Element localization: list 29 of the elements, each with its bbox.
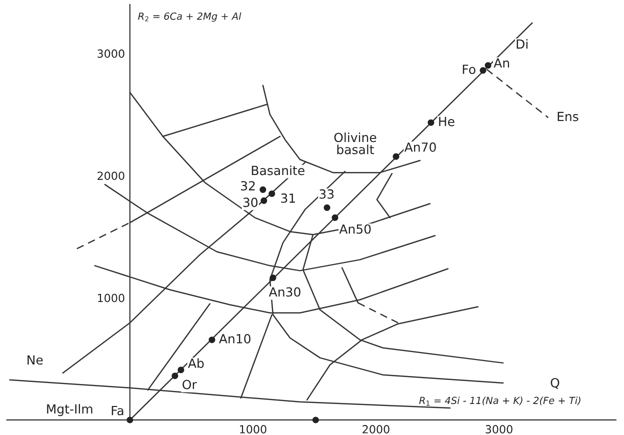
annotation: Olivine basalt bbox=[334, 132, 376, 154]
annotation: Ens bbox=[558, 112, 578, 122]
x-axis-title: R$_{1}$ = 4Si - 11(Na + K) - 2(Fe + Ti) bbox=[419, 396, 580, 406]
annotation: 32 bbox=[241, 181, 255, 191]
annotation: An bbox=[494, 58, 510, 68]
annotation: 33 bbox=[320, 189, 334, 199]
annotation: Fo bbox=[462, 64, 476, 74]
annotation: Q bbox=[550, 378, 560, 389]
annotation: Ab bbox=[188, 358, 204, 368]
y-tick-label: 1000 bbox=[98, 294, 124, 302]
y-tick-label: 2000 bbox=[98, 172, 124, 180]
annotation: An50 bbox=[339, 224, 371, 234]
x-tick-label: 2000 bbox=[362, 425, 390, 434]
x-tick-label: 3000 bbox=[486, 425, 512, 434]
annotation: Basanite bbox=[252, 166, 304, 176]
annotation: 31 bbox=[281, 193, 295, 203]
annotation: An30 bbox=[268, 287, 300, 297]
annotation: He bbox=[439, 116, 454, 126]
y-axis-title: R$_{2}$ = 6Ca + 2Mg + Al bbox=[138, 12, 242, 22]
annotation: An70 bbox=[404, 142, 436, 152]
annotation: Di bbox=[516, 39, 528, 49]
annotation: An10 bbox=[219, 334, 250, 344]
annotation: 30 bbox=[243, 198, 258, 208]
y-tick-label: 3000 bbox=[98, 49, 124, 58]
annotation: Fa bbox=[112, 406, 124, 416]
x-tick-label: 1000 bbox=[240, 425, 266, 434]
annotation: Mgt-Ilm bbox=[47, 404, 92, 416]
annotation: Ne bbox=[28, 355, 43, 365]
annotation: Or bbox=[182, 380, 197, 390]
